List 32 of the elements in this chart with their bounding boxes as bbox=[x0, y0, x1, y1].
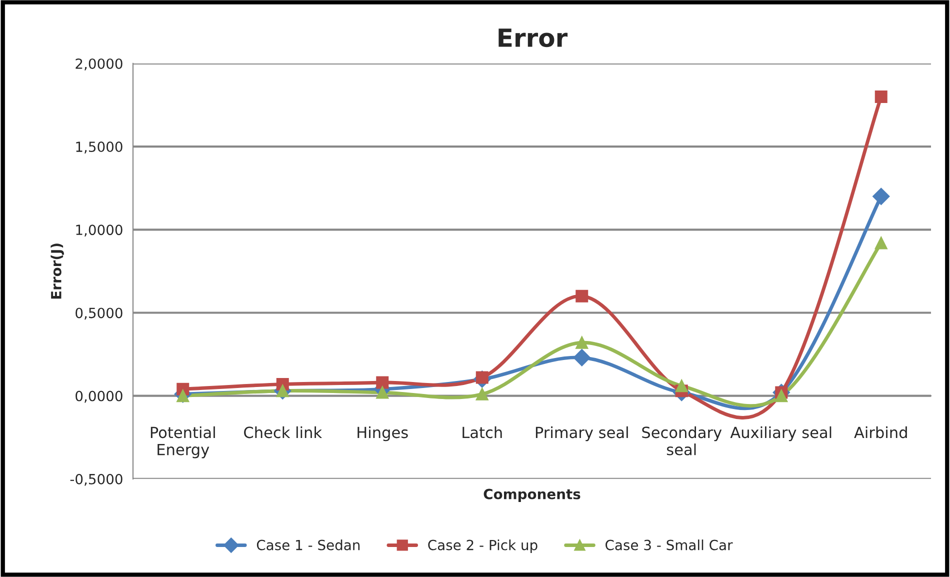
point bbox=[176, 390, 190, 402]
x-axis-title: Components bbox=[484, 488, 580, 502]
x-tick-label: Hinges bbox=[358, 426, 408, 442]
y-tick-label: 0,0000 bbox=[76, 390, 122, 403]
point bbox=[775, 390, 788, 402]
x-tick-label: Potential Energy bbox=[150, 426, 215, 458]
y-tick-label: 1,5000 bbox=[76, 142, 122, 154]
point bbox=[376, 376, 389, 389]
y-tick-label: 0,5000 bbox=[76, 308, 122, 320]
point bbox=[872, 188, 890, 205]
point bbox=[376, 386, 389, 399]
point bbox=[576, 290, 588, 302]
y-tick-label: 2,0000 bbox=[76, 58, 122, 70]
x-tick-label: Primary seal bbox=[536, 426, 628, 442]
point bbox=[874, 90, 888, 103]
x-tick-label: Auxiliary seal bbox=[730, 426, 832, 442]
x-tick-label: Airbind bbox=[854, 426, 907, 438]
point bbox=[874, 236, 888, 250]
point bbox=[573, 349, 590, 366]
chart-title: Error bbox=[498, 28, 568, 48]
x-tick-label: Secondary seal bbox=[642, 426, 722, 456]
point bbox=[476, 388, 488, 400]
y-axis-title: Error(J) bbox=[50, 244, 64, 299]
x-tick-label: Check link bbox=[244, 426, 322, 438]
point bbox=[576, 336, 588, 349]
legend-label: Case 3 - Small Car bbox=[606, 540, 733, 550]
point bbox=[675, 380, 688, 392]
y-tick-label: -0,5000 bbox=[70, 474, 122, 486]
legend-label: Case 2 - Pick up bbox=[428, 540, 538, 553]
legend-label: Case 1 - Sedan bbox=[256, 540, 360, 550]
y-tick-label: 1,0000 bbox=[76, 224, 122, 237]
x-tick-label: Latch bbox=[462, 426, 502, 438]
